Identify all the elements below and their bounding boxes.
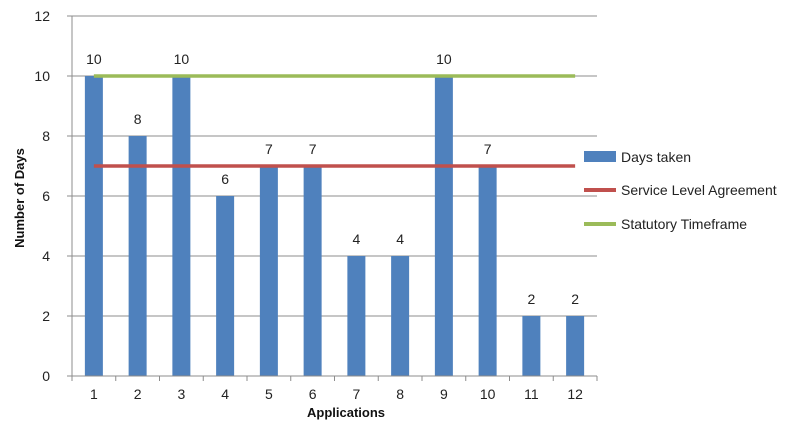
reference-lines	[93, 74, 576, 168]
y-tick-label-6: 6	[42, 188, 50, 204]
x-tick-label-6: 6	[309, 386, 317, 402]
x-tick-label-9: 9	[440, 386, 448, 402]
x-tick-label-12: 12	[567, 386, 583, 402]
bar-3	[172, 76, 191, 376]
data-label-6: 7	[309, 141, 317, 157]
x-tick-label-10: 10	[480, 386, 496, 402]
x-axis-title: Applications	[307, 405, 385, 420]
bar-6	[303, 166, 322, 376]
bar-1	[84, 76, 103, 376]
legend-item-statutory-timeframe: Statutory Timeframe	[584, 216, 747, 232]
x-tick-label-5: 5	[265, 386, 273, 402]
bar-12	[566, 316, 585, 376]
bar-8	[391, 256, 410, 376]
legend-label-statutory-timeframe: Statutory Timeframe	[621, 216, 747, 232]
data-label-12: 2	[571, 291, 579, 307]
y-axis-title: Number of Days	[12, 148, 27, 248]
x-tick-label-1: 1	[90, 386, 98, 402]
bar-4	[216, 196, 235, 376]
y-tick-label-12: 12	[34, 8, 50, 24]
legend: Days taken Service Level Agreement Statu…	[584, 149, 777, 232]
data-label-5: 7	[265, 141, 273, 157]
data-label-11: 2	[527, 291, 535, 307]
bar-9	[434, 76, 453, 376]
bar-5	[259, 166, 278, 376]
y-tick-label-2: 2	[42, 308, 50, 324]
data-label-10: 7	[484, 141, 492, 157]
legend-label-days-taken: Days taken	[621, 149, 691, 165]
y-tick-label-10: 10	[34, 68, 50, 84]
x-tick-label-2: 2	[134, 386, 142, 402]
x-tick-label-7: 7	[352, 386, 360, 402]
legend-swatch-days-taken	[584, 151, 616, 162]
x-tick-label-4: 4	[221, 386, 229, 402]
legend-label-service-level-agreement: Service Level Agreement	[621, 182, 777, 198]
data-label-8: 4	[396, 231, 404, 247]
x-tick-label-8: 8	[396, 386, 404, 402]
data-label-1: 10	[86, 51, 102, 67]
data-label-3: 10	[174, 51, 190, 67]
bars	[84, 76, 585, 376]
legend-item-days-taken: Days taken	[584, 149, 691, 165]
y-tick-label-0: 0	[42, 368, 50, 384]
bar-10	[478, 166, 497, 376]
data-label-2: 8	[134, 111, 142, 127]
bar-2	[128, 136, 147, 376]
legend-item-service-level-agreement: Service Level Agreement	[584, 182, 777, 198]
data-label-7: 4	[352, 231, 360, 247]
bar-7	[347, 256, 366, 376]
x-tick-label-11: 11	[524, 386, 539, 402]
x-tick-label-3: 3	[177, 386, 185, 402]
data-labels: 10 8 10 6 7 7 4 4 10 7 2 2	[86, 51, 579, 307]
data-label-9: 10	[436, 51, 452, 67]
y-tick-label-8: 8	[42, 128, 50, 144]
bar-11	[522, 316, 541, 376]
y-tick-label-4: 4	[42, 248, 50, 264]
data-label-4: 6	[221, 171, 229, 187]
